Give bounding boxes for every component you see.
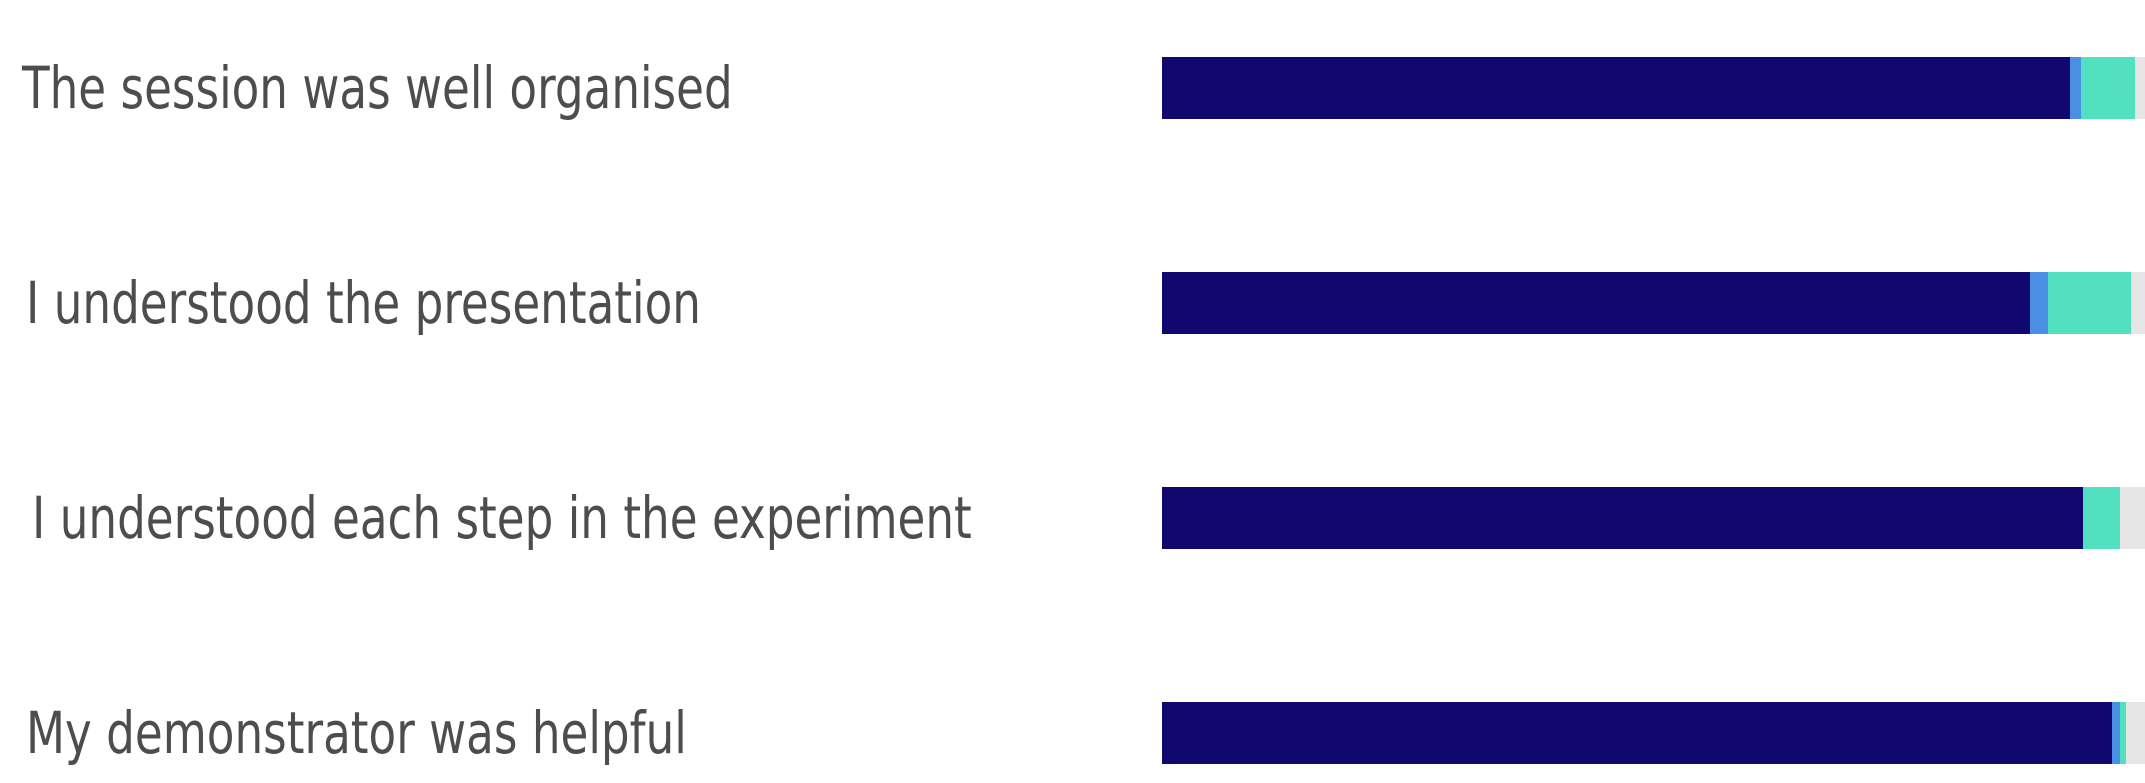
bar-segment (1162, 272, 2030, 334)
category-label: The session was well organised (22, 54, 733, 122)
category-label: I understood each step in the experiment (32, 484, 972, 552)
bar-segment (2081, 57, 2135, 119)
category-label: My demonstrator was helpful (26, 699, 687, 767)
bar-segment (2131, 272, 2145, 334)
bar-row (1162, 272, 2145, 334)
bar-row (1162, 57, 2145, 119)
bar-segment (2070, 57, 2081, 119)
bar-segment (1162, 57, 2070, 119)
bar-row (1162, 702, 2145, 764)
bar-segment (2120, 487, 2145, 549)
bar-segment (1162, 487, 2083, 549)
category-label: I understood the presentation (26, 269, 701, 337)
bar-segment (2126, 702, 2145, 764)
bar-row (1162, 487, 2145, 549)
bar-segment (2083, 487, 2120, 549)
bar-segment (2135, 57, 2145, 119)
bar-segment (2030, 272, 2048, 334)
bar-segment (1162, 702, 2112, 764)
bar-segment (2120, 702, 2126, 764)
bar-segment (2112, 702, 2120, 764)
bar-segment (2048, 272, 2131, 334)
